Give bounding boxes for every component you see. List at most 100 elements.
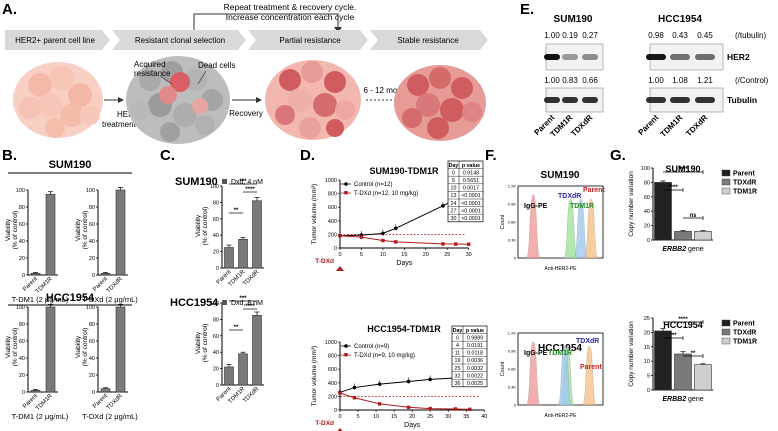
stage-label-1: HER2+ parent cell line — [15, 36, 95, 45]
b0-ytick-label-3: 60 — [19, 222, 25, 228]
b0-ytick-label-1: 20 — [19, 256, 25, 262]
d1-point-treat-0 — [338, 391, 342, 395]
g0-bar-0 — [654, 182, 672, 241]
cycle-bracket — [193, 13, 339, 36]
band-her2-hcc1954-2 — [695, 54, 715, 60]
g0-sig-2: ns — [689, 213, 697, 219]
ratio-top-label: (/tubulin) — [735, 31, 766, 40]
d0-legend-control: Control (n=12) — [354, 182, 393, 188]
c0-ylabel-1: Viability — [195, 214, 202, 237]
bands-her2 — [544, 54, 715, 60]
g0-sig-0: **** — [668, 185, 678, 191]
d1-xtick-label-8: 40 — [481, 414, 487, 420]
panel-b: B. SUM190 HCC1954 020406080100ParentTDM1… — [2, 147, 138, 421]
g1-title: HCC1954 — [663, 320, 703, 330]
d0-ylabel: Tumor volume (mm³) — [311, 184, 318, 244]
d1-xlabel: Days — [404, 422, 420, 429]
lane-label-4: TDM1R — [659, 113, 685, 139]
d0-ytick-label-1: 200 — [328, 232, 337, 238]
d1-table-day-0: 0 — [456, 335, 459, 341]
dead-cells-pointer — [197, 70, 207, 85]
d0-table-day-0: 0 — [452, 170, 455, 176]
b3-ytick-label-5: 100 — [86, 305, 95, 311]
f-charts: SUM190 0 0.3K 0.6K 0.9K 1.2K Anti-HER2-PE Count… — [500, 170, 605, 419]
b2-drug: T-DM1 (2 μg/mL) — [12, 412, 69, 421]
g1-ytick-label-1: 5 — [647, 374, 650, 380]
g1-ytick-label-4: 20 — [644, 330, 650, 336]
c0-sig-1: **** — [245, 187, 255, 193]
band-tub-hcc1954-0 — [646, 97, 666, 103]
g0-legend-swatch-0 — [721, 169, 731, 177]
g0-xlabel: ERBB2 gene — [662, 246, 703, 253]
d0-xtick-label-4: 20 — [423, 252, 429, 258]
d0-ytick-label-0: 0 — [334, 246, 337, 252]
f0-ylabel: Count — [500, 214, 506, 229]
d1-table-day-4: 25 — [455, 366, 461, 372]
band-tub-sum190-0 — [544, 97, 560, 103]
d0-table-p-4: <0.0001 — [461, 201, 480, 207]
band-her2-sum190-1 — [562, 54, 578, 60]
b0-ytick-label-2: 40 — [19, 239, 25, 245]
tub-val-hcc1954-2: 1.21 — [697, 76, 713, 85]
g1-legend-label-0: Parent — [733, 321, 755, 328]
lane-label-3: Parent — [636, 113, 660, 137]
c1-sig-1: **** — [245, 304, 255, 310]
g0-sig-1: **** — [678, 167, 688, 173]
d1-point-control-1 — [352, 385, 357, 390]
d0-ytick-label-3: 600 — [328, 205, 337, 211]
d1-point-control-2 — [377, 382, 382, 386]
d1-table-day-5: 32 — [455, 373, 461, 379]
panel-d-letter: D. — [300, 147, 315, 164]
d1-table-p-0: 0.9889 — [467, 335, 483, 341]
f1-title: HCC1954 — [538, 343, 582, 354]
band-her2-sum190-2 — [582, 54, 598, 60]
d1-point-treat-3 — [406, 405, 411, 409]
lane-label-2: TDXdR — [569, 113, 594, 138]
d0-table-p-0: 0.9148 — [463, 170, 479, 176]
g0-xlabel-suffix: gene — [686, 246, 704, 253]
d0-table-day-3: 13 — [451, 193, 457, 199]
d0-table-p-3: <0.0001 — [461, 193, 480, 199]
f0-label-tdxdr: TDXdR — [558, 193, 581, 200]
f1-xlabel: Anti-HER2-PE — [545, 413, 578, 419]
b1-ytick-label-1: 20 — [89, 256, 95, 262]
d1-table-p-2: 0.0118 — [467, 351, 483, 357]
d1-table-p-1: 0.0191 — [467, 343, 483, 349]
d1-xtick-label-0: 0 — [338, 414, 341, 420]
c1-ytick-label-5: 100 — [210, 301, 219, 307]
b1-ytick-label-4: 80 — [89, 205, 95, 211]
b3-ytick-label-0: 0 — [92, 390, 95, 396]
b1-ytick-label-2: 40 — [89, 239, 95, 245]
g0-bar-2 — [694, 231, 712, 241]
b3-ytick-label-2: 40 — [89, 356, 95, 362]
b3-ytick-label-1: 20 — [89, 373, 95, 379]
c1-ylabel-1: Viability — [195, 331, 202, 354]
band-tub-sum190-2 — [582, 97, 598, 103]
b2-bar-0 — [30, 389, 41, 393]
f0-frame — [517, 185, 604, 259]
c0-ytick-label-0: 0 — [216, 266, 219, 272]
g0-xlabel-gene: ERBB2 — [662, 246, 686, 253]
d1-ytick-label-2: 400 — [328, 381, 337, 387]
d0-point-control-4 — [441, 204, 445, 208]
panel-c: C. SUM190 HCC1954 020406080100ParentTDM1… — [160, 147, 264, 405]
c1-ytick-label-3: 60 — [213, 334, 219, 340]
b3-ylabel-1: Viability — [75, 335, 82, 358]
b2-ytick-label-1: 20 — [19, 373, 25, 379]
her2-val-hcc1954-1: 0.43 — [672, 31, 688, 40]
band-tub-sum190-1 — [562, 97, 578, 103]
acquired-pointer — [159, 75, 173, 85]
b0-drug: T-DM1 (2 μg/mL) — [12, 295, 69, 304]
recovery-arrowhead — [256, 97, 262, 103]
d0-title: SUM190-TDM1R — [369, 166, 439, 176]
f0-label-tdm1r: TDM1R — [570, 203, 594, 210]
g1-ytick-label-2: 10 — [644, 359, 650, 365]
f0-ytick-3: 0.9K — [508, 202, 517, 207]
d1-table-day-3: 19 — [455, 358, 461, 364]
g-chart-0: SUM190 0 20 40 60 80 100 **** **** ns ERBB2 gene Co… — [628, 164, 757, 253]
d1-point-treat-5 — [453, 407, 458, 411]
d1-table-p-4: 0.0032 — [467, 366, 483, 372]
lane-label-5: TDXdR — [684, 113, 709, 138]
